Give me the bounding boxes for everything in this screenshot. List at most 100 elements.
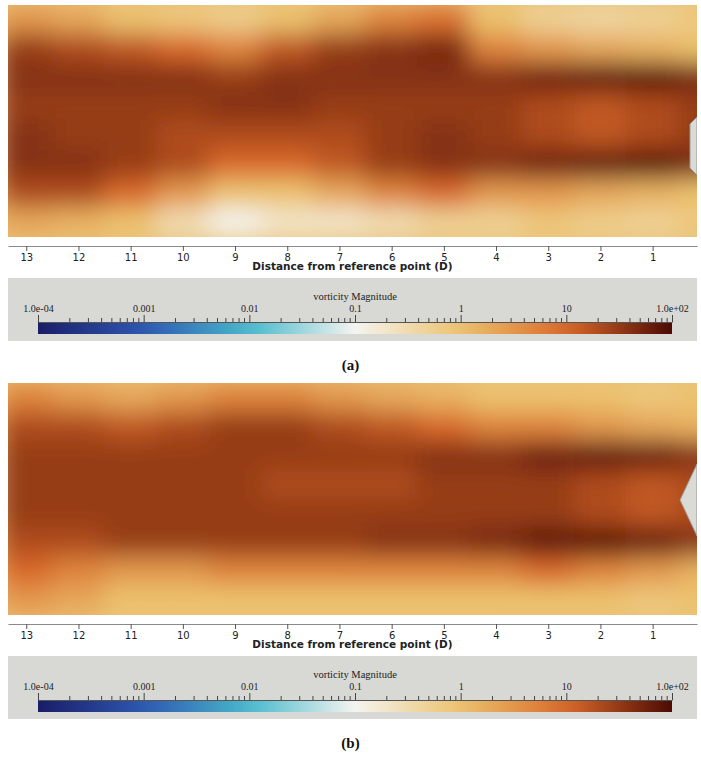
cell: [156, 208, 209, 238]
cell: [469, 383, 522, 413]
cell: [104, 528, 157, 558]
cell: [8, 5, 53, 35]
tick-mark: [548, 246, 549, 251]
cell: [469, 586, 522, 616]
minor-tick: [667, 696, 668, 700]
tick-label: 0.1: [349, 303, 362, 314]
minor-tick: [323, 318, 324, 322]
cell: [52, 557, 105, 587]
minor-tick: [239, 696, 240, 700]
panel: 13121110987654321Distance from reference…: [0, 383, 701, 753]
minor-tick: [239, 318, 240, 322]
cell: [104, 441, 157, 471]
cell: [52, 441, 105, 471]
cell: [208, 586, 261, 616]
tick-label: 10: [562, 681, 572, 692]
cell: [417, 121, 470, 151]
tick-label: 1: [650, 630, 656, 641]
cell: [104, 92, 157, 122]
cell: [208, 150, 261, 180]
cell: [313, 63, 366, 93]
tick-mark: [392, 624, 393, 629]
cell: [104, 179, 157, 209]
minor-tick: [450, 318, 451, 322]
cell: [522, 150, 575, 180]
tick-mark: [653, 246, 654, 251]
minor-tick: [127, 318, 128, 322]
cell: [52, 34, 105, 64]
minor-tick: [101, 318, 102, 322]
minor-tick: [88, 318, 89, 322]
minor-tick: [542, 696, 543, 700]
minor-tick: [207, 318, 208, 322]
cell: [156, 586, 209, 616]
tick-label: 3: [546, 252, 552, 263]
cell: [261, 5, 314, 35]
tick: 1.0e+02: [656, 303, 689, 322]
tick-label: 1.0e-04: [23, 303, 53, 314]
cell: [678, 441, 697, 471]
cell: [626, 470, 679, 500]
tick: 0.01: [241, 681, 258, 700]
minor-tick: [640, 696, 641, 700]
cell: [52, 499, 105, 529]
cell: [104, 208, 157, 238]
minor-tick: [661, 318, 662, 322]
minor-tick: [312, 318, 313, 322]
tick-label: 2: [598, 630, 604, 641]
cell: [469, 63, 522, 93]
cell: [626, 5, 679, 35]
axis-line: [39, 322, 673, 323]
cell: [261, 412, 314, 442]
tick: 3: [546, 624, 552, 641]
cell: [574, 150, 627, 180]
tick-mark: [183, 624, 184, 629]
cell: [261, 179, 314, 209]
cell: [8, 383, 53, 413]
cell: [678, 557, 697, 587]
cell: [522, 557, 575, 587]
minor-tick: [561, 318, 562, 322]
cell: [365, 412, 418, 442]
cell: [574, 499, 627, 529]
cell: [8, 179, 53, 209]
cells: [8, 383, 697, 615]
cell: [8, 150, 53, 180]
cell: [678, 34, 697, 64]
tick-mark: [78, 246, 79, 251]
tick-mark: [444, 624, 445, 629]
cell: [8, 34, 53, 64]
cell: [626, 528, 679, 558]
body: [690, 117, 697, 175]
tick: 4: [493, 246, 499, 263]
minor-tick: [175, 696, 176, 700]
minor-tick: [225, 318, 226, 322]
tick: 12: [73, 246, 86, 263]
minor-tick: [549, 696, 550, 700]
cell: [313, 383, 366, 413]
cell: [261, 150, 314, 180]
cell: [469, 557, 522, 587]
cell: [365, 499, 418, 529]
minor-tick: [120, 696, 121, 700]
minor-tick: [437, 696, 438, 700]
cell: [574, 92, 627, 122]
cell: [626, 441, 679, 471]
minor-tick: [524, 318, 525, 322]
cell: [52, 63, 105, 93]
tick: 10: [177, 624, 190, 641]
cell: [417, 499, 470, 529]
tick-label: 1.0e+02: [656, 681, 689, 692]
minor-tick: [120, 318, 121, 322]
cell: [8, 499, 53, 529]
cell: [417, 586, 470, 616]
cell: [156, 34, 209, 64]
cell: [469, 5, 522, 35]
minor-tick: [331, 318, 332, 322]
minor-tick: [101, 696, 102, 700]
cell: [313, 412, 366, 442]
minor-tick: [492, 696, 493, 700]
cell: [52, 92, 105, 122]
cell: [208, 412, 261, 442]
cell: [417, 470, 470, 500]
